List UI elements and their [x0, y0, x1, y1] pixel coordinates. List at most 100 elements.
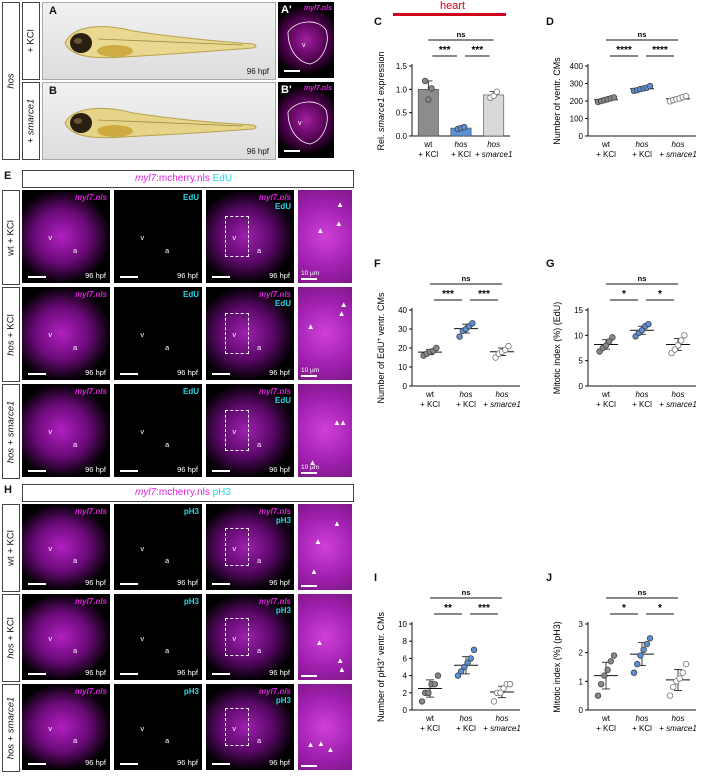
h-banner: myl7:mcherry.nls pH3 [22, 484, 354, 502]
panel-label-b-prime: B' [281, 84, 292, 96]
arrowhead-icon: ▲ [337, 664, 346, 674]
h-banner-rest: :mcherry.nls [156, 487, 210, 498]
y-tick-label: 6 [403, 654, 408, 663]
x-tick-label: hos [636, 390, 649, 399]
x-tick-label: + KCl [596, 400, 616, 409]
smarce1-label: + smarce1 [25, 98, 37, 144]
data-point [645, 320, 652, 328]
hpf-label: 96 hpf [177, 758, 198, 767]
data-point [497, 689, 504, 696]
row-label-text: hos + KCl [5, 617, 17, 659]
significance-label: * [658, 289, 662, 300]
y-tick-label: 40 [398, 306, 407, 315]
y-tick-label: 300 [570, 80, 584, 89]
panel-label-i: I [374, 572, 378, 584]
ventricle-label: v [232, 723, 237, 733]
y-tick-label: 10 [398, 363, 407, 372]
e-banner-marker: EdU [212, 173, 233, 184]
atrium-label: a [257, 645, 262, 655]
x-tick-label: wt [601, 390, 611, 399]
atrium-label: a [165, 245, 170, 255]
micro-image: v a pH3 96 hpf [114, 594, 202, 680]
significance-label: ** [444, 603, 452, 614]
atrium-label: a [165, 555, 170, 565]
ventricle-label: v [140, 426, 145, 436]
micro-image: v a myl7.nls pH3 96 hpf [206, 504, 294, 590]
hpf-label: 96 hpf [85, 465, 106, 474]
data-point [500, 685, 507, 692]
hpf-label: 96 hpf [269, 368, 290, 377]
arrowhead-icon: ▲ [337, 308, 346, 318]
y-tick-label: 15 [574, 306, 583, 315]
x-tick-label: + smarce1 [659, 150, 697, 159]
y-tick-label: 10 [398, 620, 407, 629]
zoom-box [225, 410, 250, 452]
ventricle-label: v [140, 329, 145, 339]
h-banner-marker: pH3 [212, 487, 231, 498]
micro-image: v a myl7.nls pH3 96 hpf [206, 684, 294, 770]
channel-label: EdU [183, 387, 199, 396]
data-point [630, 669, 638, 676]
zoom-box [225, 528, 250, 567]
ventricle-label: v [140, 723, 145, 733]
atrium-label: a [165, 439, 170, 449]
hpf-label: 96 hpf [177, 271, 198, 280]
significance-label: * [622, 603, 626, 614]
arrowhead-icon: ▲ [309, 566, 318, 576]
significance-label: *** [471, 45, 483, 56]
scale-bar [28, 470, 46, 472]
panel-label-d: D [546, 16, 554, 28]
micro-image: v a myl7.nls 96 hpf [22, 504, 110, 590]
micro-image: ▲ ▲ ▲ [298, 594, 352, 680]
ventricle-label: v [232, 232, 237, 242]
micro-image: v a EdU 96 hpf [114, 287, 202, 380]
ventricle-label: v [232, 426, 237, 436]
arrowhead-icon: ▲ [316, 226, 325, 236]
hpf-label: 96 hpf [177, 668, 198, 677]
channel-label: myl7.nls EdU [258, 290, 291, 308]
scale-bar [120, 276, 138, 278]
micro-image: v a myl7.nls EdU 96 hpf [206, 384, 294, 477]
scale-bar [28, 373, 46, 375]
x-tick-label: wt [601, 714, 611, 723]
data-point [682, 92, 690, 100]
data-point [677, 337, 685, 344]
heart-image-a-prime: A' myl7.nls v [278, 2, 334, 78]
x-tick-label: wt [601, 140, 611, 149]
x-tick-label: hos [636, 140, 649, 149]
x-tick-label: + KCl [596, 150, 616, 159]
row-label-hos_smarce1: hos + smarce1 [2, 384, 20, 479]
y-tick-label: 0 [579, 382, 584, 391]
atrium-label: a [257, 245, 262, 255]
y-axis-label: Rel. smarce1 expression [376, 51, 386, 150]
scale-bar [28, 276, 46, 278]
hpf-label: 96 hpf [269, 465, 290, 474]
significance-label: *** [439, 45, 451, 56]
atrium-label: a [73, 645, 78, 655]
arrowhead-icon: ▲ [306, 321, 315, 331]
data-point [428, 85, 435, 92]
scale-bar [28, 673, 46, 675]
x-tick-label: hos [487, 140, 500, 149]
x-tick-label: + KCl [420, 400, 440, 409]
myl7-label-a-prime: myl7.nls [303, 5, 332, 12]
channel-label: EdU [183, 290, 199, 299]
x-tick-label: hos [460, 390, 473, 399]
x-tick-label: hos [455, 140, 468, 149]
significance-label: **** [616, 45, 632, 56]
y-tick-label: 0 [579, 132, 584, 141]
atrium-label: a [73, 342, 78, 352]
atrium-label: a [257, 439, 262, 449]
arrowhead-icon: ▲ [336, 656, 345, 666]
data-point [490, 698, 498, 705]
x-tick-label: hos [460, 714, 473, 723]
x-tick-label: + KCl [456, 400, 476, 409]
scale-bar [301, 675, 317, 677]
y-tick-label: 1 [579, 677, 584, 686]
data-point [467, 655, 474, 662]
scale-label-10um: 10 µm [301, 464, 320, 471]
panel-label-e: E [4, 170, 12, 182]
arrowhead-icon: ▲ [317, 738, 325, 748]
hpf-label: 96 hpf [269, 271, 290, 280]
